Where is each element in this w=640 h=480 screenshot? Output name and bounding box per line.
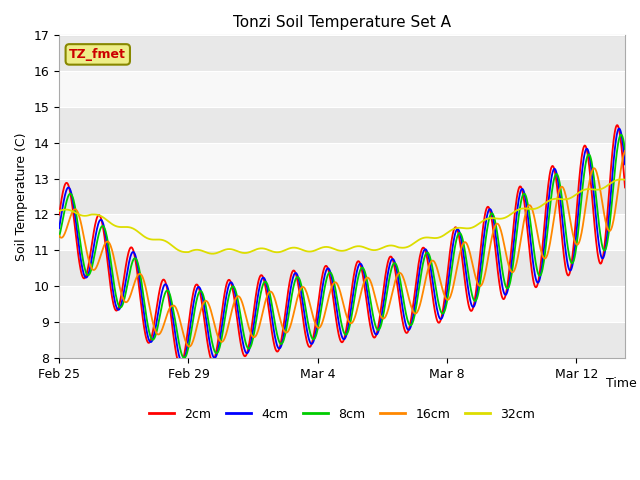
X-axis label: Time: Time	[605, 377, 636, 390]
Bar	[59, 143, 625, 179]
Legend: 2cm, 4cm, 8cm, 16cm, 32cm: 2cm, 4cm, 8cm, 16cm, 32cm	[144, 403, 540, 426]
Y-axis label: Soil Temperature (C): Soil Temperature (C)	[15, 132, 28, 261]
Title: Tonzi Soil Temperature Set A: Tonzi Soil Temperature Set A	[233, 15, 451, 30]
Bar	[59, 250, 625, 286]
Bar	[59, 286, 625, 322]
Bar	[59, 36, 625, 71]
Text: TZ_fmet: TZ_fmet	[69, 48, 126, 61]
Bar	[59, 107, 625, 143]
Bar	[59, 322, 625, 358]
Bar	[59, 179, 625, 215]
Bar	[59, 215, 625, 250]
Bar	[59, 71, 625, 107]
